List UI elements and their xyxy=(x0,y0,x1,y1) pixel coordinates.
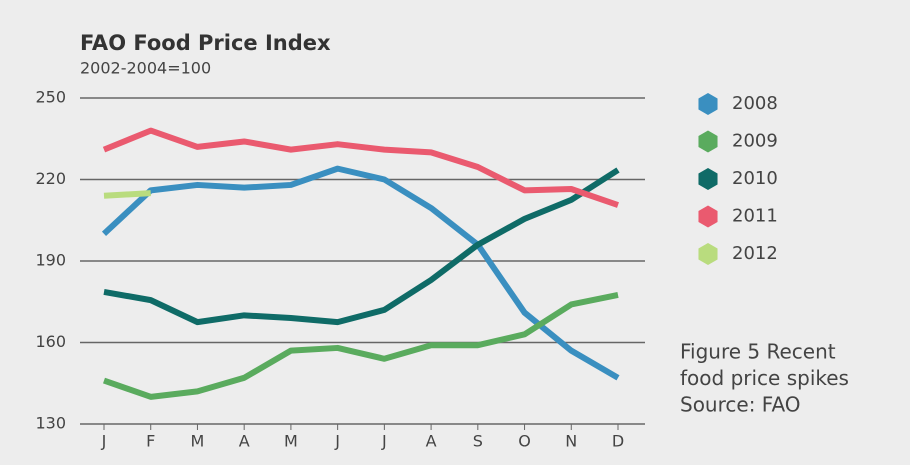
y-tick-label: 130 xyxy=(35,414,66,433)
legend-label: 2009 xyxy=(732,131,778,152)
y-tick-label: 250 xyxy=(35,88,66,107)
line-series xyxy=(103,167,620,326)
legend-marker xyxy=(698,168,718,190)
line-series xyxy=(103,292,619,400)
x-tick-label: A xyxy=(426,432,437,451)
chart-title: FAO Food Price Index xyxy=(80,31,331,55)
x-tick-label: J xyxy=(334,432,340,451)
x-tick-label: N xyxy=(565,432,577,451)
legend-label: 2010 xyxy=(732,168,778,189)
legend-label: 2008 xyxy=(732,93,778,114)
line-series xyxy=(101,165,620,381)
line-series xyxy=(103,190,151,199)
annotation: food price spikes xyxy=(680,366,849,390)
y-tick-label: 160 xyxy=(35,332,66,351)
chart-subtitle: 2002-2004=100 xyxy=(80,59,211,78)
legend-marker xyxy=(698,93,718,115)
line-series xyxy=(102,127,619,208)
y-tick-label: 190 xyxy=(35,251,66,270)
x-tick-label: M xyxy=(191,432,205,451)
x-tick-label: M xyxy=(284,432,298,451)
x-tick-label: D xyxy=(612,432,624,451)
legend-marker xyxy=(698,130,718,153)
legend-label: 2011 xyxy=(732,206,778,227)
x-tick-label: J xyxy=(101,432,107,451)
annotation: Figure 5 Recent xyxy=(680,340,836,364)
legend-marker xyxy=(698,243,718,265)
annotation: Source: FAO xyxy=(680,393,801,417)
legend-label: 2012 xyxy=(732,243,778,264)
x-tick-label: F xyxy=(146,432,155,451)
x-tick-label: O xyxy=(518,432,531,451)
x-tick-label: J xyxy=(381,432,387,451)
x-tick-label: A xyxy=(239,432,250,451)
y-tick-label: 220 xyxy=(35,169,66,188)
x-tick-label: S xyxy=(473,432,483,451)
legend-marker xyxy=(698,205,718,228)
